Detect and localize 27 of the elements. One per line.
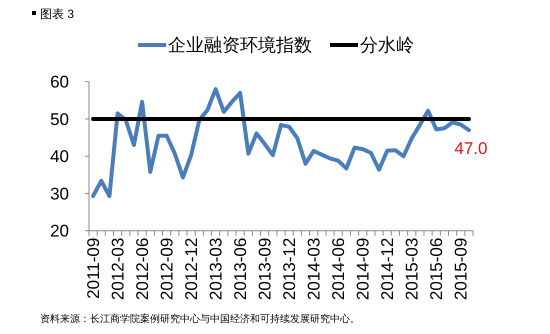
x-tick-label: 2012-12	[182, 238, 202, 300]
x-tick-label: 2014-12	[378, 238, 398, 300]
text: 资料来源：长江商学院案例研究中心与中国经济和可持续发展研究中心。	[40, 313, 360, 325]
y-tick-label: 30	[50, 184, 69, 204]
legend-label: 分水岭	[360, 35, 414, 55]
x-tick-label: 2013-03	[206, 238, 226, 300]
x-tick-label: 2015-09	[452, 238, 471, 300]
chart-title: 图表 3	[40, 7, 74, 21]
legend-label: 企业融资环境指数	[168, 35, 312, 55]
x-tick-label: 2012-09	[158, 238, 177, 300]
title: 图表 3	[32, 7, 74, 21]
y-tick-label: 40	[50, 147, 69, 166]
y-tick-label: 60	[50, 72, 69, 92]
x-tick-label: 2014-06	[329, 238, 348, 300]
x-tick-label: 2015-06	[427, 238, 446, 300]
x-tick-label: 2013-06	[231, 238, 250, 300]
x-tick-label: 2014-09	[354, 238, 373, 300]
x-tick-label: 2012-06	[133, 238, 152, 300]
x-tick-label: 2013-09	[256, 238, 275, 300]
data-label: 47.0	[454, 139, 488, 158]
x-tick-label: 2015-03	[402, 238, 422, 300]
x-tick-label: 2012-03	[108, 238, 128, 300]
x-tick-label: 2011-09	[84, 238, 104, 299]
x-tick-label: 2014-03	[304, 238, 324, 300]
y-tick-label: 50	[50, 110, 69, 129]
x-tick-label: 2013-12	[280, 238, 300, 300]
y-tick-label: 20	[50, 222, 69, 241]
